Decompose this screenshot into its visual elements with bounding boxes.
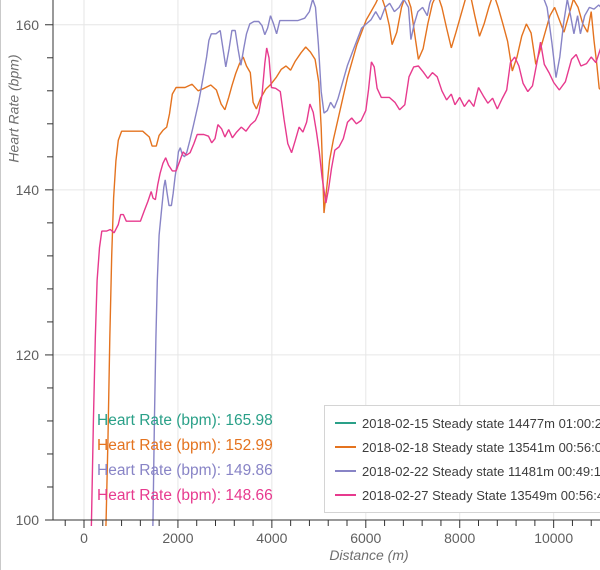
tooltip-line: Heart Rate (bpm): 165.98 [97,412,273,429]
series-line-3[interactable] [90,41,600,570]
legend-swatch-line [335,470,356,472]
x-tick-label: 8000 [444,530,476,546]
legend-swatch-line [335,446,356,448]
x-tick-label: 4000 [256,530,288,546]
x-tick-label: 2000 [162,530,194,546]
legend-swatch-line [335,494,356,496]
legend-item-label: 2018-02-18 Steady state 13541m 00:56:0 [362,439,600,455]
y-tick-label: 100 [15,512,39,528]
legend-item-label: 2018-02-27 Steady State 13549m 00:56:4 [362,487,600,503]
x-tick-label: 0 [80,530,88,546]
legend-swatch-line [335,422,356,424]
tooltip-line: Heart Rate (bpm): 152.99 [97,437,273,454]
legend: 2018-02-15 Steady state 14477m 01:00:2 20… [324,405,600,513]
series-line-1[interactable] [104,0,600,570]
y-tick-label: 140 [15,181,39,198]
y-tick-label: 120 [15,346,39,363]
tooltip-line: Heart Rate (bpm): 148.66 [97,487,273,504]
x-tick-label: 10000 [534,530,574,546]
legend-item-label: 2018-02-22 Steady state 11481m 00:49:1 [362,463,600,479]
legend-item[interactable]: 2018-02-27 Steady State 13549m 00:56:4 [325,483,600,507]
tooltip-line: Heart Rate (bpm): 149.86 [97,462,273,479]
legend-item[interactable]: 2018-02-15 Steady state 14477m 01:00:2 [325,411,600,435]
legend-item[interactable]: 2018-02-22 Steady state 11481m 00:49:1 [325,459,600,483]
y-axis-title: Heart Rate (bpm) [5,54,22,163]
x-tick-label: 6000 [350,530,382,546]
tooltip-readout: Heart Rate (bpm): 165.98 Heart Rate (bpm)… [97,408,273,508]
legend-item[interactable]: 2018-02-18 Steady state 13541m 00:56:0 [325,435,600,459]
legend-item-label: 2018-02-15 Steady state 14477m 01:00:2 [362,415,600,431]
y-tick-label: 160 [15,16,39,33]
x-axis-title: Distance (m) [329,547,409,563]
